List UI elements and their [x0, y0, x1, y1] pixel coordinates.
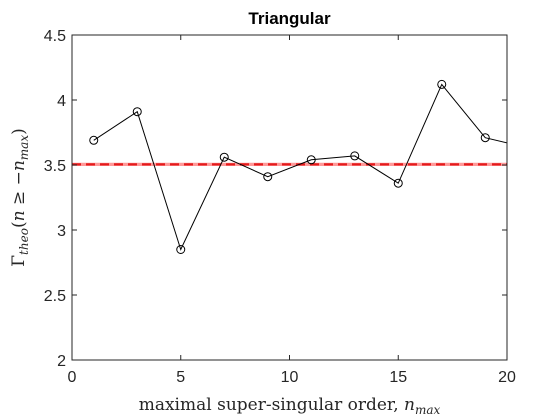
x-tick-label: 5 — [176, 369, 185, 386]
y-tick-label: 3 — [57, 223, 66, 240]
y-tick-label: 4 — [57, 93, 66, 110]
data-point — [176, 245, 186, 254]
y-axis-label-sub: theo — [17, 228, 31, 255]
y-tick-label: 3.5 — [44, 158, 66, 175]
x-tick-label: 20 — [498, 369, 516, 386]
y-axis-label-gamma: Γ — [9, 255, 29, 267]
data-point — [219, 152, 229, 162]
data-point — [437, 79, 447, 89]
ticks: 0 5 10 15 20 2 2.5 3 3.5 4 4.5 — [44, 28, 516, 386]
y-axis-label: Γtheo(n ≥ −nmax) — [9, 128, 31, 266]
data-point — [350, 151, 360, 161]
data-point — [263, 172, 273, 182]
y-axis-label-n2: n — [9, 160, 29, 171]
x-axis-label: maximal super-singular order, nmax — [139, 395, 441, 417]
data-point — [89, 135, 99, 145]
x-axis-label-sub: max — [415, 403, 441, 417]
x-tick-label: 0 — [68, 369, 77, 386]
y-tick-label: 2.5 — [44, 288, 66, 305]
data-point — [306, 155, 316, 165]
y-axis-label-close: ) — [9, 128, 29, 135]
x-tick-label: 15 — [389, 369, 407, 386]
y-axis-label-n: n — [9, 210, 29, 221]
chart-title: Triangular — [248, 9, 331, 28]
y-axis-label-sub2: max — [17, 135, 31, 161]
y-axis-label-ge: ≥ − — [9, 171, 29, 210]
data-point — [132, 107, 142, 117]
plot-area — [72, 79, 507, 254]
x-axis-label-text: maximal super-singular order, — [139, 395, 404, 415]
data-point — [480, 133, 490, 143]
y-tick-label: 4.5 — [44, 28, 66, 45]
x-tick-label: 10 — [281, 369, 299, 386]
x-axis-label-n: n — [404, 395, 415, 415]
y-tick-label: 2 — [57, 353, 66, 370]
series-line — [93, 83, 507, 251]
data-point — [393, 178, 403, 188]
y-axis-label-open: ( — [9, 221, 29, 228]
